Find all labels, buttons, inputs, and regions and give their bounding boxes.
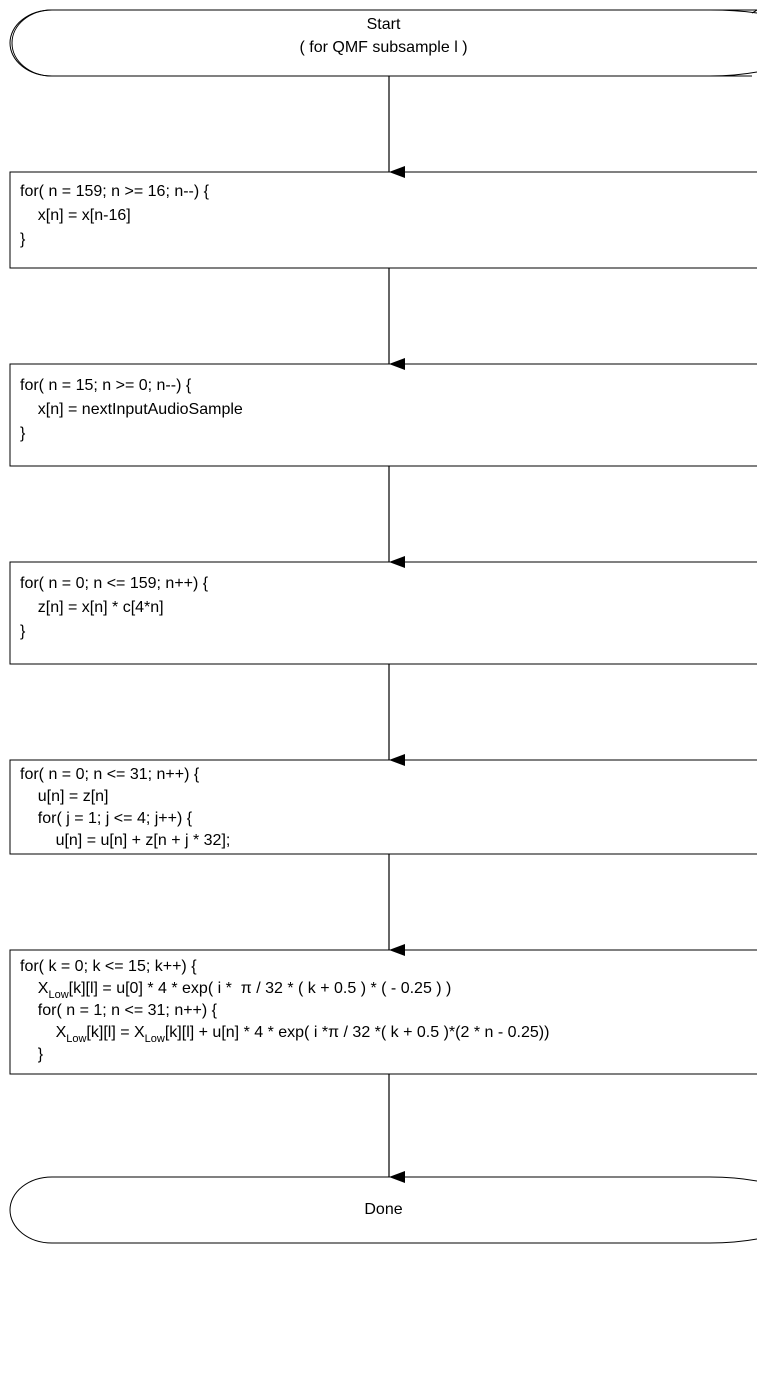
process-box-3 xyxy=(9,561,757,665)
x-symbol: X xyxy=(37,980,49,997)
code-line: XLow[k][l] = u[0] * 4 * exp( i * π / 32 … xyxy=(20,979,452,1001)
code-line: for( n = 159; n >= 16; n--) { xyxy=(20,183,209,200)
code-line: for( n = 0; n <= 31; n++) { xyxy=(20,766,200,783)
code-mid: [k][l] = X xyxy=(86,1024,145,1041)
code-line: u[n] = u[n] + z[n + j * 32]; xyxy=(20,832,231,849)
code-line: x[n] = x[n-16] xyxy=(20,207,131,224)
code-line: } xyxy=(20,231,26,248)
start-sublabel: ( for QMF subsample l ) xyxy=(299,39,468,56)
code-line: for( n = 1; n <= 31; n++) { xyxy=(20,1001,217,1021)
code-line: u[n] = z[n] xyxy=(20,788,109,805)
low-subscript: Low xyxy=(66,1033,87,1045)
done-terminator xyxy=(9,1176,757,1244)
code-line: for( n = 0; n <= 159; n++) { xyxy=(20,575,209,592)
code-text: for( n = 1; n <= 31; n++) { xyxy=(37,1002,218,1019)
code-line: for( j = 1; j <= 4; j++) { xyxy=(20,810,193,827)
code-line: x[n] = nextInputAudioSample xyxy=(20,401,243,418)
process-box-5 xyxy=(9,949,757,1075)
code-line: XLow[k][l] = XLow[k][l] + u[n] * 4 * exp… xyxy=(20,1023,550,1045)
code-line: } xyxy=(20,1045,43,1065)
process-box-2 xyxy=(9,363,757,467)
x-symbol: X xyxy=(55,1024,67,1041)
code-line: } xyxy=(20,623,26,640)
start-terminator-outline xyxy=(9,9,757,77)
code-rest: [k][l] + u[n] * 4 * exp( i *π / 32 *( k … xyxy=(164,1024,550,1041)
code-line: } xyxy=(20,425,26,442)
process-box-4 xyxy=(9,759,757,855)
code-rest: [k][l] = u[0] * 4 * exp( i * π / 32 * ( … xyxy=(68,980,452,997)
low-subscript: Low xyxy=(144,1033,165,1045)
code-line: for( n = 15; n >= 0; n--) { xyxy=(20,377,192,394)
code-line: z[n] = x[n] * c[4*n] xyxy=(20,599,164,616)
code-text: } xyxy=(37,1046,44,1063)
process-box-1 xyxy=(9,171,757,269)
done-label: Done xyxy=(364,1201,403,1218)
code-line: for( k = 0; k <= 15; k++) { xyxy=(20,958,197,975)
low-subscript: Low xyxy=(48,989,69,1001)
start-label: Start xyxy=(366,16,401,33)
